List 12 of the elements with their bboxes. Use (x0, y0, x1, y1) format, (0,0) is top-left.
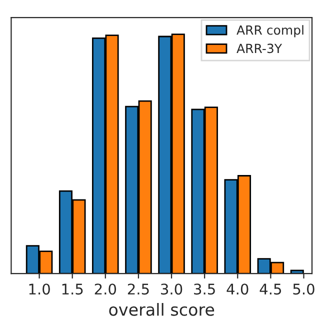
x-tick-label: 4.0 (226, 284, 248, 295)
x-tick-label: 1.5 (62, 284, 83, 295)
x-tick-label: 5.0 (293, 284, 314, 295)
legend-label: ARR-3Y (236, 44, 282, 54)
x-tick-label: 3.5 (194, 284, 215, 295)
x-tick-label: 4.5 (260, 284, 282, 295)
x-axis-title: overall score (109, 302, 214, 316)
legend-label: ARR compl (236, 25, 304, 38)
x-tick-label: 3.0 (161, 284, 182, 295)
x-tick-label: 2.0 (94, 284, 116, 295)
x-tick-label: 1.0 (29, 284, 50, 295)
x-tick-label: 2.5 (128, 284, 149, 295)
